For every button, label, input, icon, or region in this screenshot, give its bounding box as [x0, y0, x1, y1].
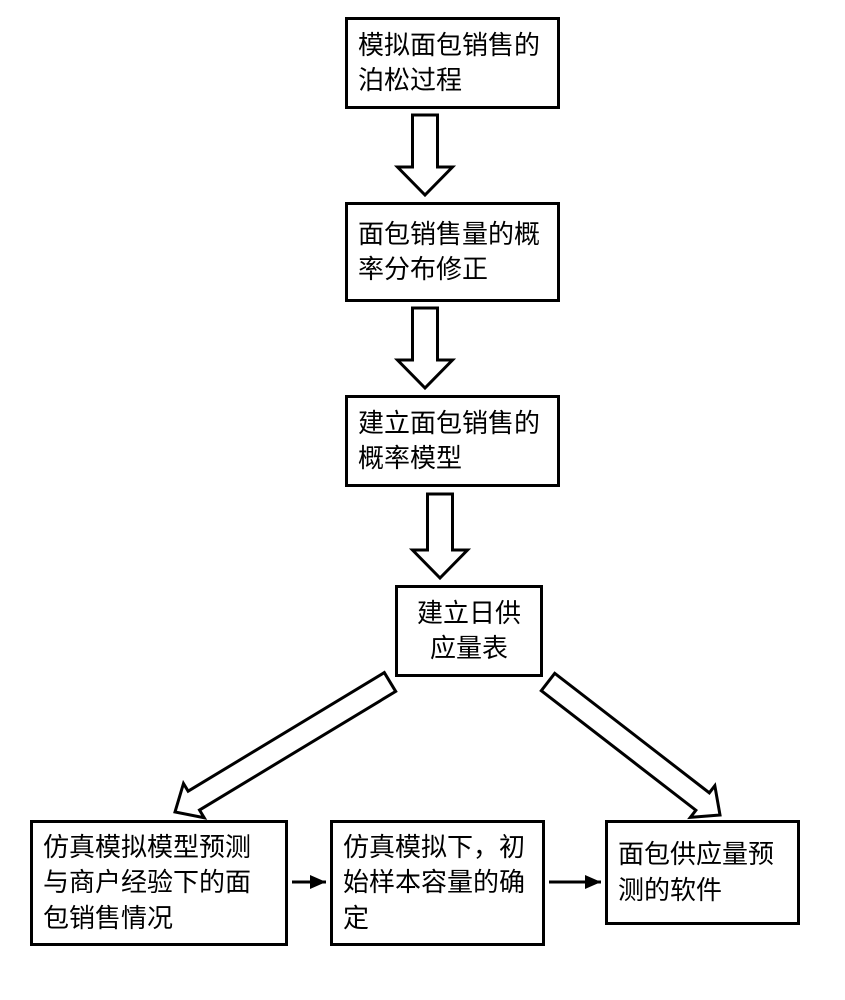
down-arrow-icon	[413, 494, 468, 578]
arrow-head-icon	[310, 875, 326, 889]
arrows-layer	[0, 0, 845, 1000]
down-arrow-icon	[398, 115, 453, 195]
diagonal-arrow-icon	[541, 673, 720, 817]
arrow-head-icon	[585, 875, 601, 889]
diagonal-arrow-icon	[175, 673, 396, 818]
down-arrow-icon	[398, 308, 453, 388]
